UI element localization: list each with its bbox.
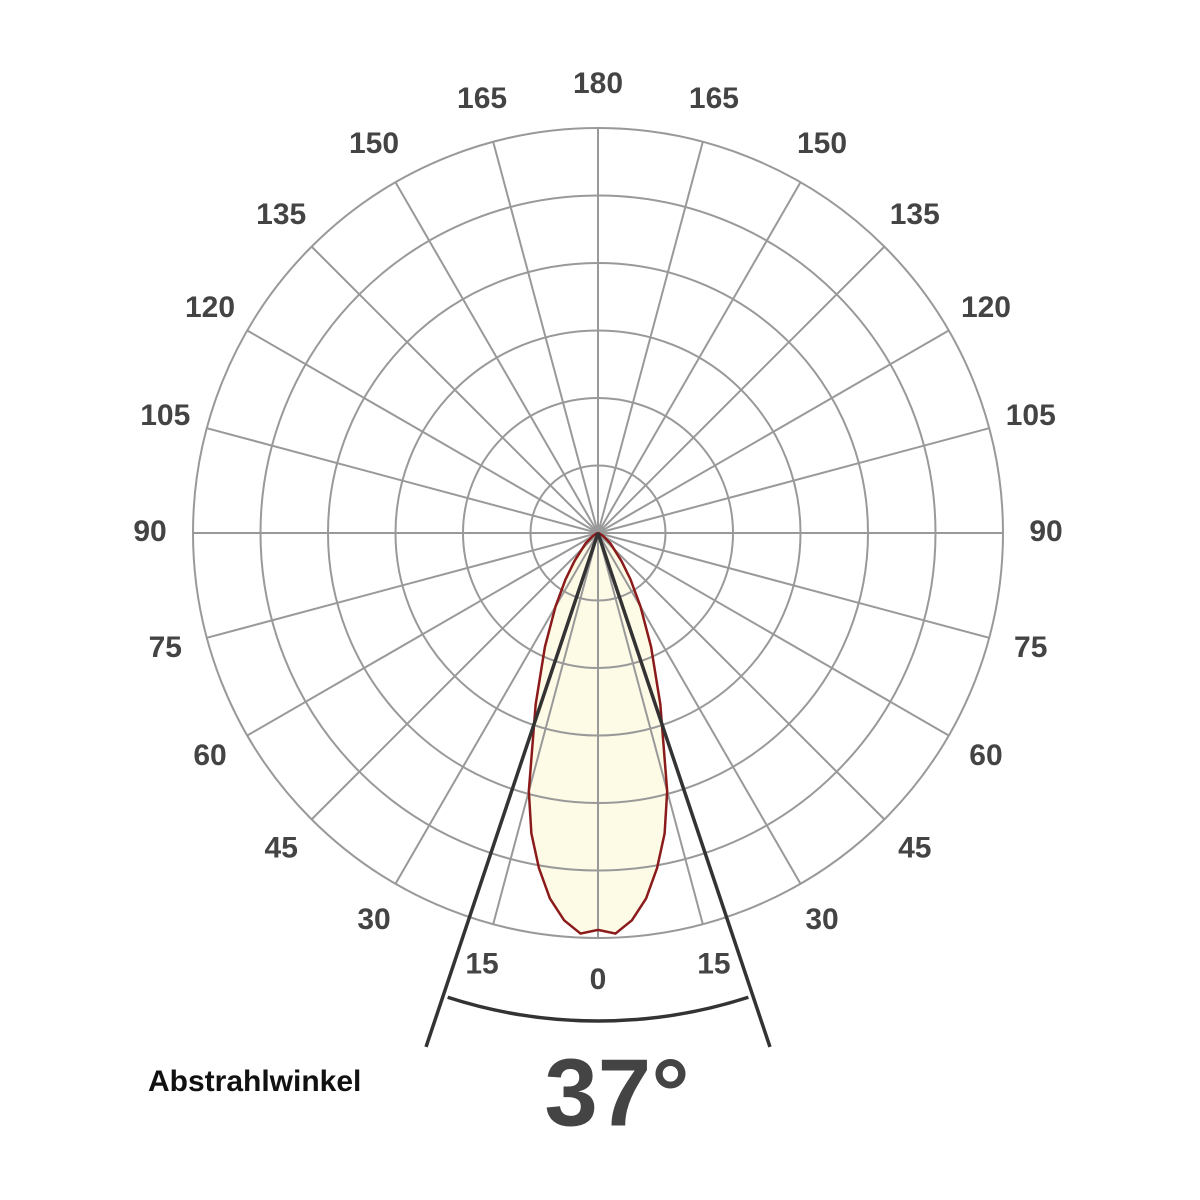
angle-label: 30	[357, 903, 390, 936]
angle-label: 15	[465, 948, 498, 981]
beam-line	[596, 532, 772, 1048]
grid-spoke	[206, 532, 599, 639]
grid-spoke	[492, 532, 599, 925]
grid-spoke	[310, 532, 599, 821]
grid-spoke	[492, 141, 599, 534]
lobe-outline	[527, 531, 599, 935]
beam-line	[424, 532, 600, 1048]
angle-label: 165	[689, 82, 739, 115]
angle-label: 150	[797, 127, 847, 160]
angle-label: 135	[256, 198, 306, 231]
angle-label: 120	[185, 291, 235, 324]
grid-spoke	[597, 532, 950, 737]
angle-label: 75	[149, 631, 182, 664]
angle-label: 90	[1029, 515, 1062, 548]
grid-spoke	[206, 427, 599, 534]
grid-spoke	[597, 532, 704, 925]
angle-label: 135	[890, 198, 940, 231]
angle-label: 105	[1006, 399, 1056, 432]
angle-label: 45	[898, 832, 931, 865]
grid-spoke	[597, 329, 950, 534]
grid-spoke	[394, 532, 599, 885]
beam-angle-label: 37°	[544, 1039, 689, 1146]
grid-spoke	[246, 532, 599, 737]
angle-label: 120	[961, 291, 1011, 324]
grid-spoke	[597, 532, 990, 639]
angle-label: 165	[457, 82, 507, 115]
annotation: Abstrahlwinkel	[148, 1065, 361, 1098]
grid-spoke	[246, 329, 599, 534]
angle-label: 75	[1014, 631, 1047, 664]
angle-label: 0	[590, 963, 607, 996]
grid-spoke	[394, 181, 599, 534]
lobe-outline	[597, 531, 669, 935]
plot: 0 15 15 30 30 45 45 60 60 75 75 90 90 105 105 120 120 135…	[133, 67, 1063, 1048]
grid-spoke	[597, 532, 886, 821]
angle-label: 150	[349, 127, 399, 160]
angle-label: 105	[140, 399, 190, 432]
beam-arc	[447, 995, 749, 1023]
angle-label: 15	[697, 948, 730, 981]
angle-label: 45	[265, 832, 298, 865]
angle-label: 90	[133, 515, 166, 548]
grid-spoke	[597, 141, 704, 534]
grid-spoke	[597, 427, 990, 534]
grid-spoke	[597, 532, 802, 885]
angle-label: 60	[969, 739, 1002, 772]
angle-label: 30	[805, 903, 838, 936]
angle-label: 60	[193, 739, 226, 772]
grid-spoke	[597, 245, 886, 534]
angle-label: 180	[573, 67, 623, 100]
grid-spoke	[310, 245, 599, 534]
grid-spoke	[597, 181, 802, 534]
